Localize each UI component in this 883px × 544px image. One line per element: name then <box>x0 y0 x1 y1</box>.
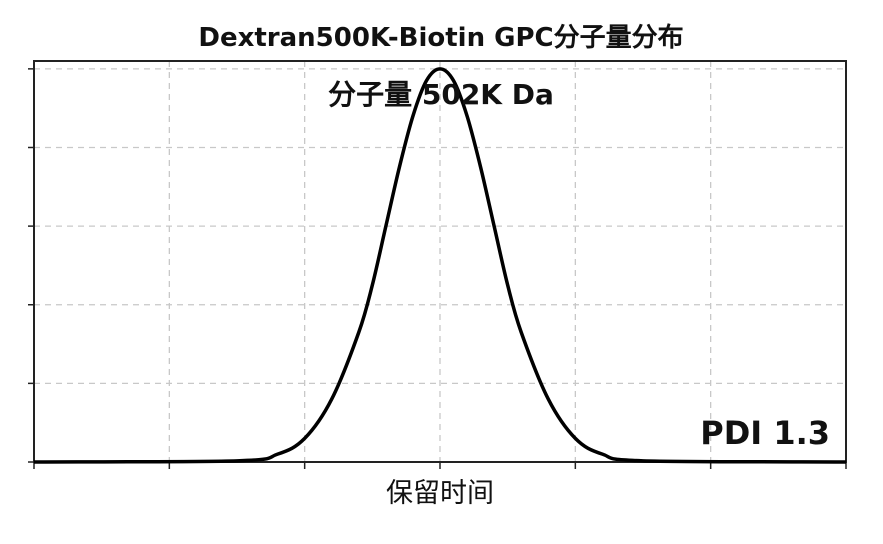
chart-title: Dextran500K-Biotin GPC分子量分布 <box>198 23 683 53</box>
pdi-annotation: PDI 1.3 <box>700 414 830 452</box>
x-axis-label: 保留时间 <box>386 478 494 509</box>
distribution-curve <box>33 67 847 464</box>
tick-layer <box>28 68 847 469</box>
peak-annotation: 分子量 502K Da <box>328 78 554 111</box>
grid-layer <box>34 61 846 462</box>
